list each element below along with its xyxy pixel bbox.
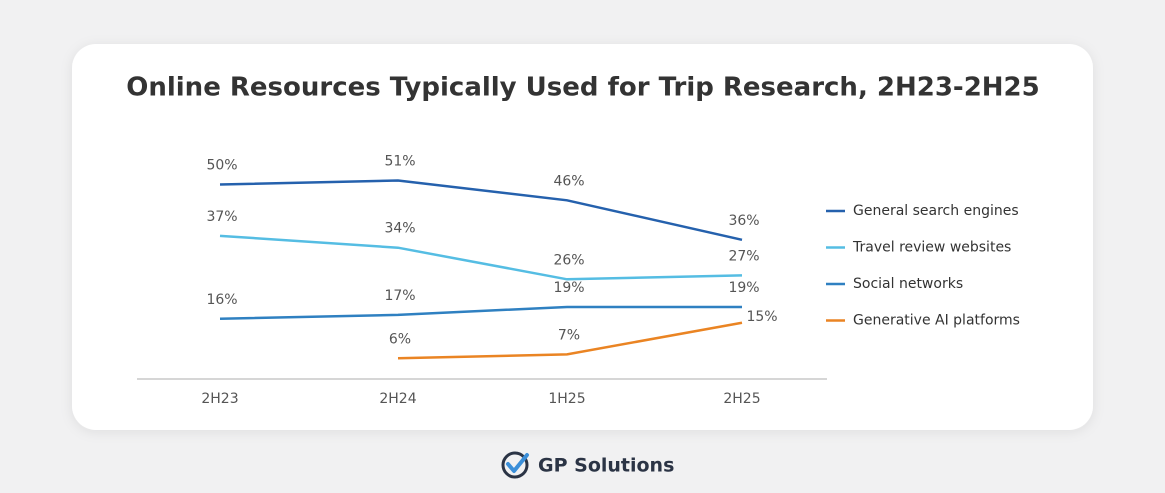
brand-logo: [501, 451, 529, 479]
data-label: 50%: [206, 158, 237, 174]
chart-title: Online Resources Typically Used for Trip…: [126, 73, 1039, 103]
x-tick-label: 1H25: [548, 391, 585, 407]
data-label: 46%: [553, 173, 584, 189]
x-tick-label: 2H24: [379, 391, 416, 407]
series-line: [219, 305, 742, 321]
data-label: 26%: [553, 252, 584, 268]
data-label: 15%: [746, 309, 777, 325]
x-tick-label: 2H25: [723, 391, 760, 407]
data-label: 19%: [553, 280, 584, 296]
data-label: 51%: [384, 154, 415, 170]
legend-label: General search engines: [853, 203, 1019, 219]
x-tick-label: 2H23: [201, 391, 238, 407]
data-label: 27%: [728, 248, 759, 264]
card: [72, 44, 1093, 430]
legend-label: Travel review websites: [852, 240, 1011, 256]
series-line: [219, 179, 743, 242]
legend-label: Social networks: [853, 276, 963, 292]
data-label: 34%: [384, 221, 415, 237]
data-label: 37%: [206, 209, 237, 225]
legend-label: Generative AI platforms: [853, 313, 1020, 329]
data-label: 7%: [558, 327, 580, 343]
data-label: 17%: [384, 288, 415, 304]
data-label: 6%: [389, 331, 411, 347]
series-line: [397, 321, 743, 360]
data-label: 36%: [728, 213, 759, 229]
brand-name: GP Solutions: [538, 455, 674, 477]
data-label: 16%: [206, 292, 237, 308]
series-line: [219, 234, 743, 281]
data-label: 19%: [728, 280, 759, 296]
